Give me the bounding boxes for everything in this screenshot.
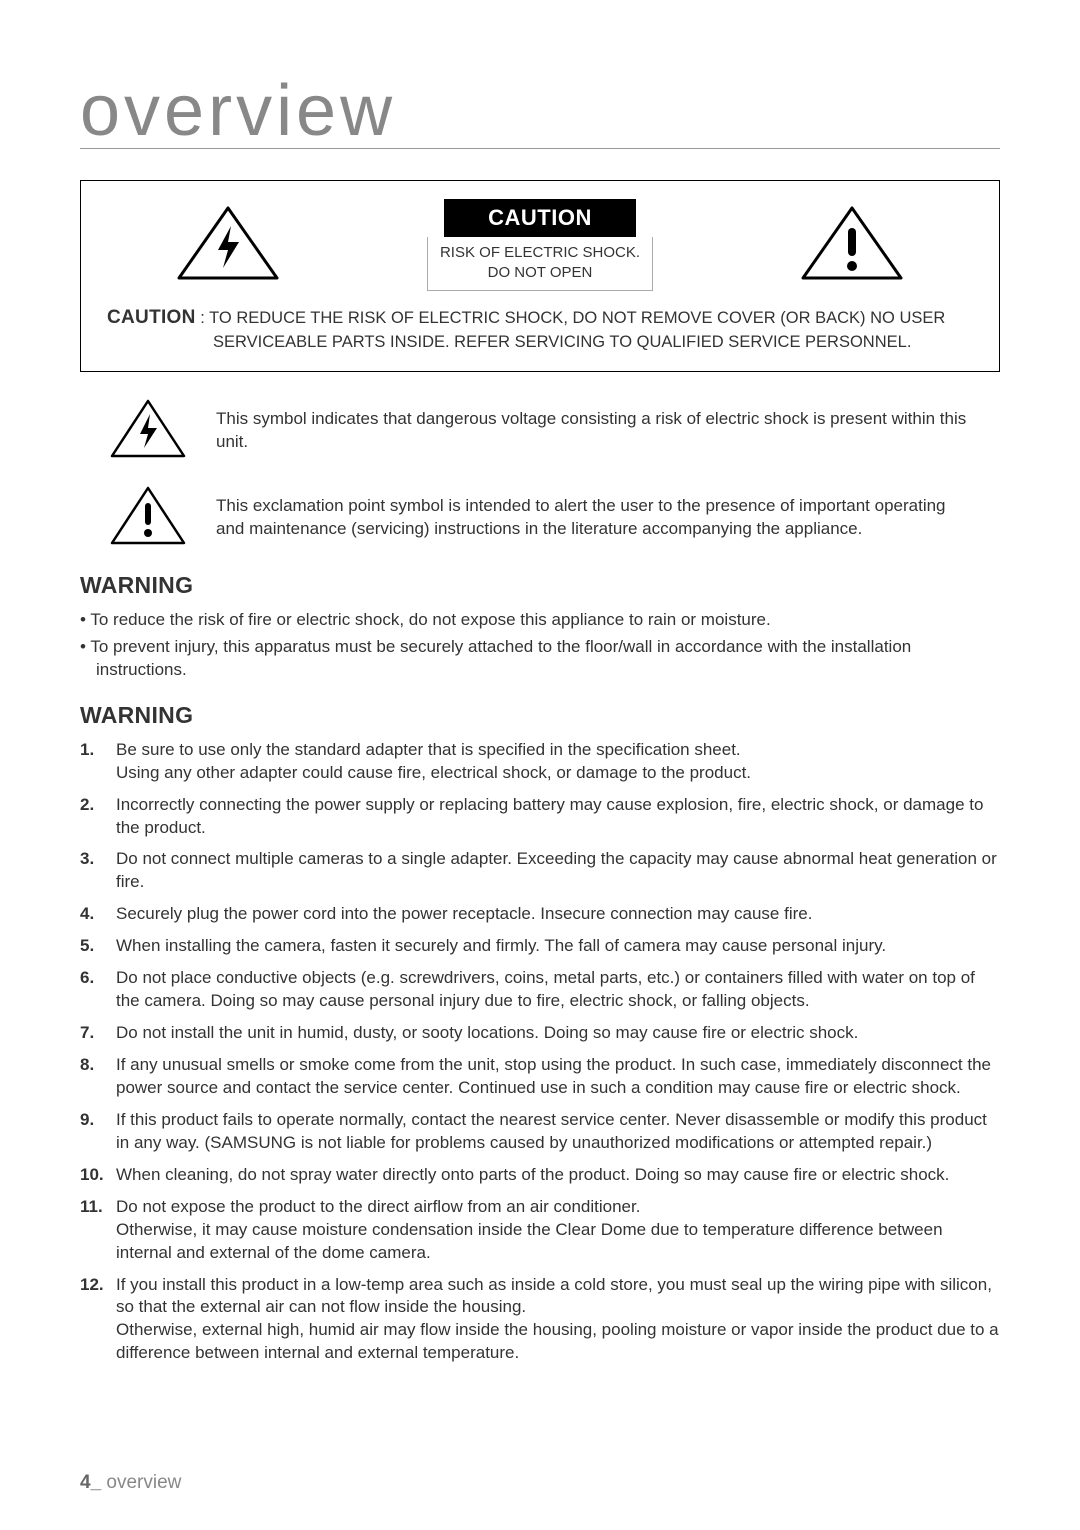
caution-sub-line1: RISK OF ELECTRIC SHOCK.	[440, 244, 640, 261]
list-item: To reduce the risk of fire or electric s…	[80, 609, 1000, 632]
caution-header: CAUTION	[444, 199, 636, 237]
list-item: Do not place conductive objects (e.g. sc…	[80, 967, 1000, 1013]
list-item: Be sure to use only the standard adapter…	[80, 739, 1000, 785]
bolt-desc: This symbol indicates that dangerous vol…	[216, 408, 972, 454]
list-item: To prevent injury, this apparatus must b…	[80, 636, 1000, 682]
warning1-list: To reduce the risk of fire or electric s…	[80, 609, 1000, 682]
caution-body: CAUTION : TO REDUCE THE RISK OF ELECTRIC…	[101, 305, 979, 353]
warning1-heading: WARNING	[80, 572, 1000, 599]
exclaim-triangle-icon	[797, 204, 907, 287]
list-item: Incorrectly connecting the power supply …	[80, 794, 1000, 840]
caution-row: CAUTION RISK OF ELECTRIC SHOCK. DO NOT O…	[101, 199, 979, 291]
page-title: overview	[80, 70, 396, 152]
list-item: If any unusual smells or smoke come from…	[80, 1054, 1000, 1100]
exclaim-desc: This exclamation point symbol is intende…	[216, 495, 972, 541]
caution-line1: : TO REDUCE THE RISK OF ELECTRIC SHOCK, …	[200, 309, 945, 327]
list-item: If you install this product in a low-tem…	[80, 1274, 1000, 1366]
list-item: Do not expose the product to the direct …	[80, 1196, 1000, 1265]
list-item: Securely plug the power cord into the po…	[80, 903, 1000, 926]
footer-label: overview	[106, 1472, 181, 1493]
list-item: When cleaning, do not spray water direct…	[80, 1164, 1000, 1187]
warning2-list: Be sure to use only the standard adapter…	[80, 739, 1000, 1366]
caution-sub-line2: DO NOT OPEN	[488, 264, 593, 281]
bolt-triangle-icon	[173, 204, 283, 287]
caution-line2: SERVICEABLE PARTS INSIDE. REFER SERVICIN…	[107, 331, 973, 353]
list-item: When installing the camera, fasten it se…	[80, 935, 1000, 958]
caution-center: CAUTION RISK OF ELECTRIC SHOCK. DO NOT O…	[427, 199, 653, 291]
caution-label: CAUTION	[107, 307, 196, 328]
list-item: Do not connect multiple cameras to a sin…	[80, 848, 1000, 894]
title-rule	[80, 148, 1000, 149]
list-item: If this product fails to operate normall…	[80, 1109, 1000, 1155]
exclaim-triangle-icon	[108, 485, 188, 552]
symbol-row-bolt: This symbol indicates that dangerous vol…	[80, 398, 1000, 465]
list-item: Do not install the unit in humid, dusty,…	[80, 1022, 1000, 1045]
symbol-row-exclaim: This exclamation point symbol is intende…	[80, 485, 1000, 552]
bolt-triangle-icon	[108, 398, 188, 465]
caution-subtext: RISK OF ELECTRIC SHOCK. DO NOT OPEN	[427, 237, 653, 291]
warning2-heading: WARNING	[80, 702, 1000, 729]
caution-box: CAUTION RISK OF ELECTRIC SHOCK. DO NOT O…	[80, 180, 1000, 372]
page-number: 4_	[80, 1472, 101, 1493]
page-footer: 4_ overview	[80, 1472, 181, 1494]
